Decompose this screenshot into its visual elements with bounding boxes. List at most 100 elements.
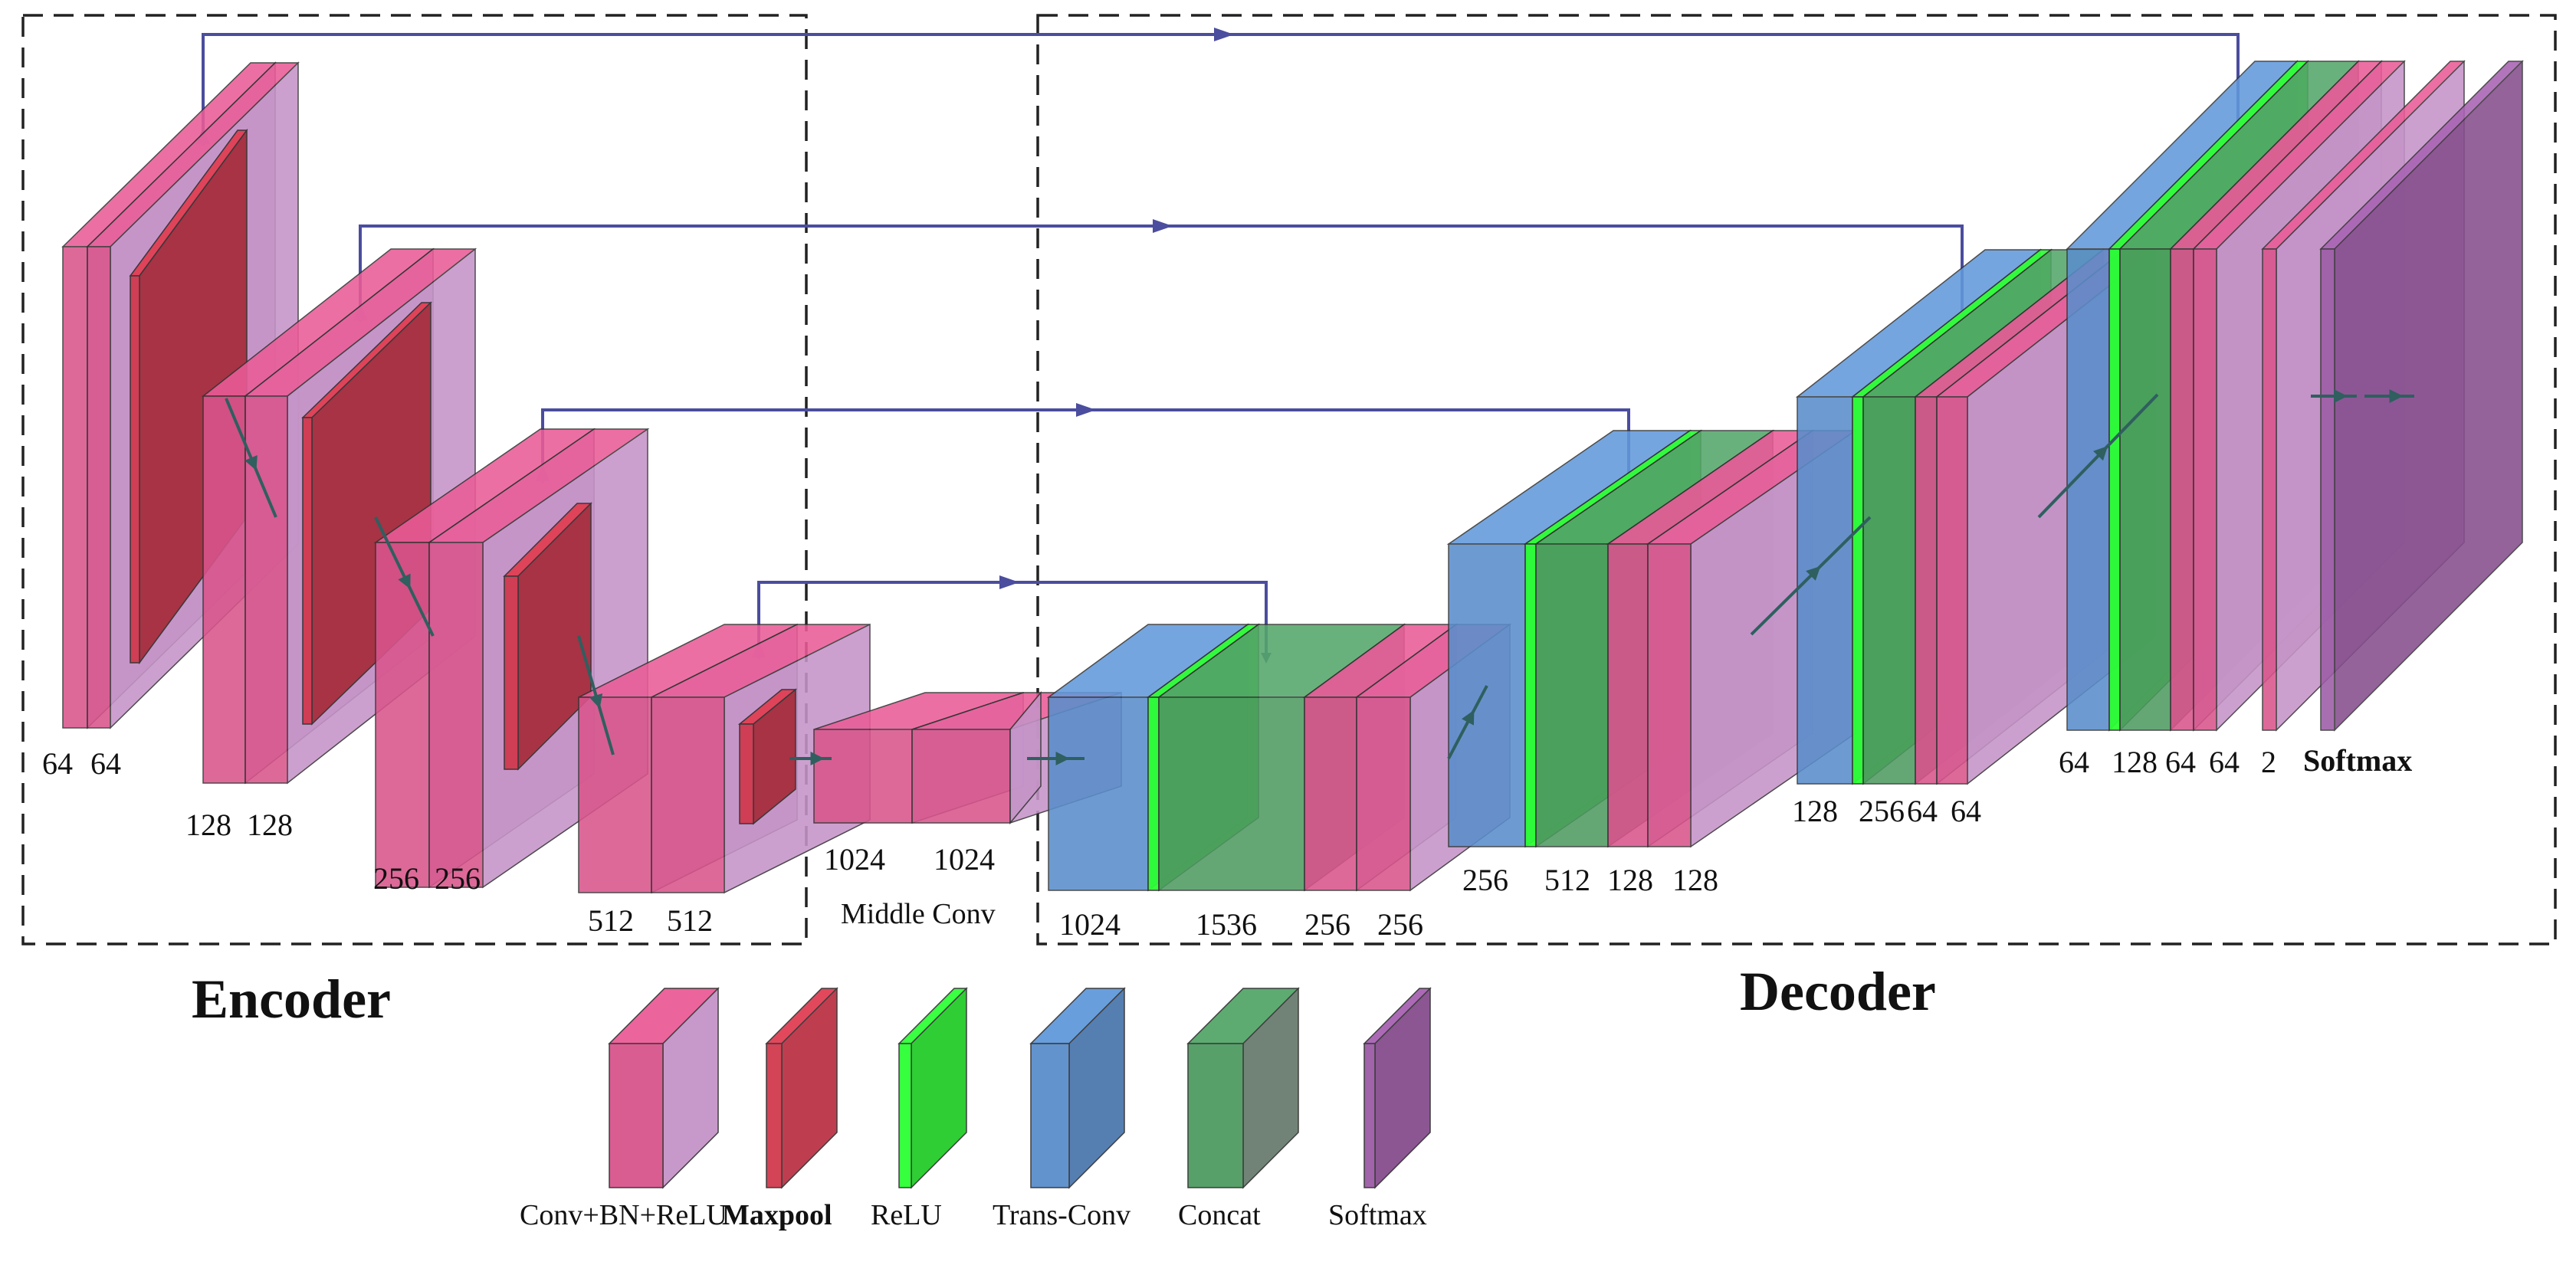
- enc1-label-b: 64: [90, 746, 121, 781]
- legend-label-transconv: Trans-Conv: [993, 1199, 1130, 1231]
- legend-label-maxpool: Maxpool: [722, 1199, 832, 1231]
- dec4-label-c: 64: [2165, 745, 2196, 779]
- transconv-block-icon-front: [1030, 1043, 1070, 1188]
- skip-1: [196, 28, 2243, 160]
- dec4-conv-b-front: [2193, 248, 2217, 731]
- dec3-conv-a-front: [1915, 396, 1938, 785]
- relu-block-icon: [897, 987, 968, 1189]
- flow-dec3-dec4-head: [2093, 446, 2108, 461]
- middle-conv-b-front: [911, 729, 1011, 824]
- output-conv-front: [2262, 248, 2277, 731]
- legend-label-concat: Concat: [1178, 1199, 1261, 1231]
- flow-enc2-enc3-head: [398, 573, 411, 589]
- softmax-block-icon: [1363, 987, 1432, 1189]
- enc4-conv-b: [651, 623, 871, 894]
- legend-label-softmax: Softmax: [1328, 1199, 1427, 1231]
- dec2-relu-front: [1524, 543, 1537, 847]
- enc2-label-b: 128: [247, 808, 293, 842]
- enc3-label-b: 256: [435, 861, 481, 896]
- encoder-channel-labels: 64 64 128 128 256 256 512 512: [42, 746, 713, 938]
- mid-label-b: 1024: [934, 842, 995, 877]
- dec2-conv-a-front: [1607, 543, 1649, 847]
- output-softmax-front: [2320, 248, 2335, 731]
- dec2-transconv-front: [1448, 543, 1526, 847]
- enc4-conv-a-front: [578, 696, 652, 893]
- flow-enc4-mid: [789, 752, 832, 765]
- concat-block-icon-front: [1187, 1043, 1244, 1188]
- skip-3-mid-head: [1076, 403, 1096, 417]
- decoder-channel-labels: 1024 1536 256 256 256 512 128 128 128 25…: [1059, 743, 2412, 942]
- dec4-concat-front: [2119, 248, 2171, 731]
- transconv-block-icon: [1029, 987, 1126, 1189]
- flow-dec4-out-head: [2334, 389, 2348, 403]
- network-blocks: [61, 60, 2524, 894]
- legend-label-conv: Conv+BN+ReLU: [520, 1199, 727, 1231]
- dec2-label-b: 512: [1544, 863, 1590, 897]
- enc4-label-a: 512: [588, 903, 634, 938]
- flow-dec2-dec3-head: [1806, 565, 1821, 581]
- dec2-conv-b-front: [1647, 543, 1692, 847]
- flow-dec2-dec3: [1750, 516, 1872, 636]
- dec1-conv-b-front: [1356, 696, 1411, 891]
- flow-enc4-mid-head: [810, 752, 825, 765]
- enc1-conv-a-front: [62, 246, 88, 729]
- concat-block-icon: [1186, 987, 1300, 1189]
- enc3-conv-a-front: [375, 542, 430, 888]
- flow-enc3-enc4: [577, 635, 615, 755]
- output-label-2: 2: [2261, 745, 2276, 779]
- skip-3-line: [541, 408, 1634, 487]
- dec4-label-a: 64: [2059, 745, 2089, 779]
- dec4-relu-front: [2108, 248, 2121, 731]
- dec1-label-c: 256: [1304, 907, 1350, 942]
- legend-label-relu: ReLU: [871, 1199, 942, 1231]
- dec4-conv-a-front: [2170, 248, 2194, 731]
- enc2-maxpool-front: [302, 417, 313, 725]
- flow-dec1-dec2-head: [1462, 710, 1475, 726]
- enc4-maxpool-front: [739, 723, 754, 824]
- dec3-transconv-front: [1797, 396, 1853, 785]
- middle-channel-labels: 1024 1024: [824, 842, 995, 877]
- skip-2-line: [359, 224, 1967, 325]
- middle-conv-end-side: [1009, 690, 1042, 825]
- skip-1-line: [202, 33, 2243, 160]
- enc2-label-a: 128: [185, 808, 231, 842]
- enc2-conv-a-front: [202, 395, 246, 784]
- skip-2-mid-head: [1153, 219, 1173, 233]
- decoder-region: [1036, 14, 2557, 945]
- relu-block-icon-side: [911, 987, 967, 1189]
- dec1-label-d: 256: [1377, 907, 1423, 942]
- skip-3: [536, 403, 1634, 487]
- dec4-label-b: 128: [2112, 745, 2158, 779]
- encoder-title: Encoder: [192, 968, 391, 1030]
- dec2-concat-front: [1535, 543, 1609, 847]
- maxpool-block-icon-front: [766, 1043, 783, 1188]
- dec2-label-d: 128: [1672, 863, 1718, 897]
- relu-block-icon-front: [898, 1043, 912, 1188]
- enc3-maxpool: [503, 502, 592, 771]
- dec2-label-a: 256: [1462, 863, 1508, 897]
- dec3-relu-front: [1852, 396, 1864, 785]
- output-label-softmax: Softmax: [2303, 743, 2412, 778]
- legend-labels: Conv+BN+ReLU Maxpool ReLU Trans-Conv Con…: [520, 1199, 1427, 1231]
- enc3-label-a: 256: [373, 861, 419, 896]
- flow-enc1-enc2-head: [244, 455, 258, 471]
- legend: [608, 987, 1432, 1189]
- enc4-maxpool: [737, 688, 798, 825]
- dec3-label-c: 64: [1907, 794, 1938, 828]
- enc3-maxpool-front: [504, 575, 519, 770]
- mid-label-a: 1024: [824, 842, 885, 877]
- dec3-label-a: 128: [1792, 794, 1838, 828]
- dec1-transconv-front: [1048, 696, 1149, 891]
- dec1-relu-front: [1147, 696, 1160, 891]
- enc1-maxpool-front: [130, 275, 140, 664]
- flow-enc3-enc4-head: [589, 693, 603, 709]
- middle-conv-a-front: [813, 729, 913, 824]
- dec1-concat-front: [1158, 696, 1305, 891]
- conv-block-icon: [608, 987, 720, 1189]
- enc4-conv-b-front: [651, 696, 725, 893]
- flow-out-softmax-head: [2389, 389, 2404, 403]
- dec3-conv-b-front: [1936, 396, 1968, 785]
- dec1-label-a: 1024: [1059, 907, 1121, 942]
